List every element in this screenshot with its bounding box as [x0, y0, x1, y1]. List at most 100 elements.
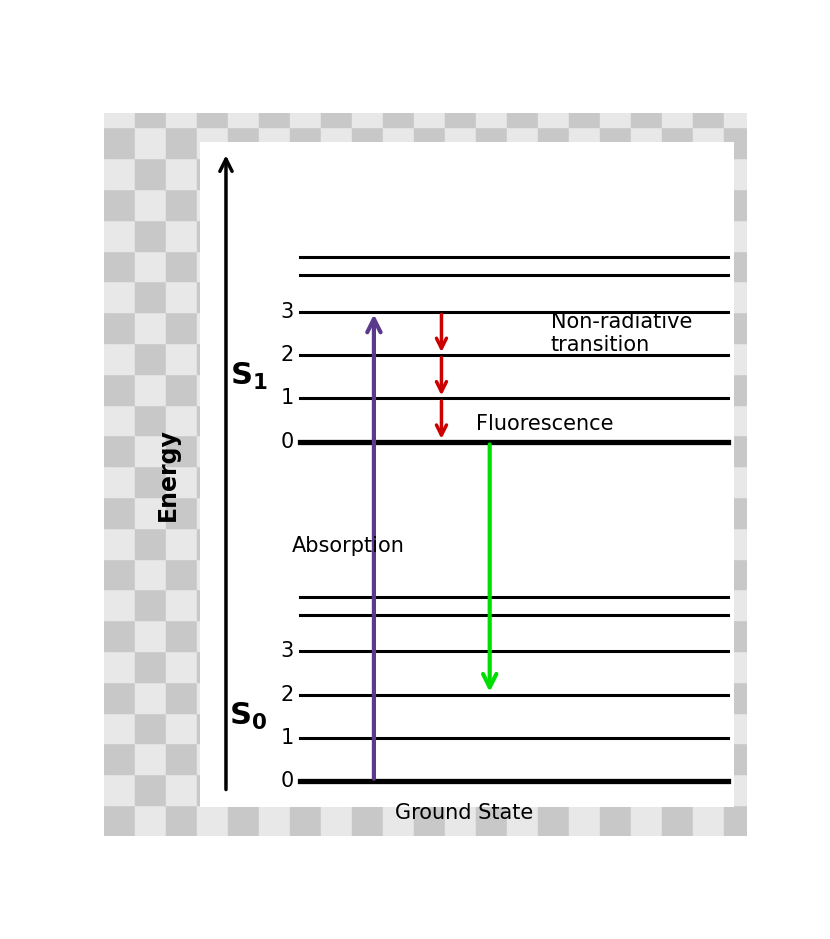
Bar: [662, 374, 693, 405]
Bar: [445, 497, 476, 528]
Bar: [197, 805, 227, 836]
Bar: [197, 405, 227, 436]
Bar: [383, 220, 413, 251]
Bar: [631, 682, 662, 713]
Bar: [227, 220, 259, 251]
Bar: [134, 651, 166, 682]
Bar: [104, 189, 134, 220]
Bar: [538, 466, 569, 497]
Bar: [352, 220, 383, 251]
Bar: [662, 405, 693, 436]
Bar: [600, 220, 631, 251]
Bar: [259, 282, 290, 312]
Bar: [569, 220, 600, 251]
Bar: [383, 466, 413, 497]
Bar: [445, 312, 476, 343]
Bar: [227, 405, 259, 436]
Bar: [197, 528, 227, 559]
Bar: [197, 343, 227, 374]
Bar: [227, 312, 259, 343]
Bar: [166, 713, 197, 744]
Bar: [507, 713, 538, 744]
Bar: [259, 436, 290, 466]
Bar: [290, 220, 320, 251]
Bar: [631, 158, 662, 189]
Bar: [538, 620, 569, 651]
Bar: [631, 312, 662, 343]
Bar: [507, 744, 538, 774]
Bar: [290, 128, 320, 158]
Bar: [693, 744, 724, 774]
Bar: [104, 497, 134, 528]
Bar: [166, 528, 197, 559]
Bar: [693, 805, 724, 836]
Bar: [569, 466, 600, 497]
Bar: [445, 713, 476, 744]
Bar: [290, 774, 320, 805]
Bar: [197, 97, 227, 128]
Bar: [352, 158, 383, 189]
Bar: [724, 220, 754, 251]
Bar: [290, 590, 320, 620]
Bar: [724, 128, 754, 158]
Bar: [166, 189, 197, 220]
Bar: [507, 312, 538, 343]
Bar: [693, 312, 724, 343]
Bar: [445, 251, 476, 282]
Bar: [197, 497, 227, 528]
Bar: [259, 651, 290, 682]
Bar: [290, 620, 320, 651]
Bar: [383, 405, 413, 436]
Bar: [197, 620, 227, 651]
Bar: [693, 343, 724, 374]
Bar: [166, 251, 197, 282]
Bar: [383, 651, 413, 682]
Bar: [166, 97, 197, 128]
Bar: [476, 590, 507, 620]
Bar: [352, 713, 383, 744]
Bar: [227, 343, 259, 374]
Bar: [104, 374, 134, 405]
Bar: [352, 774, 383, 805]
Bar: [507, 559, 538, 590]
Bar: [259, 251, 290, 282]
Bar: [569, 97, 600, 128]
Bar: [383, 713, 413, 744]
Bar: [600, 405, 631, 436]
Text: 1: 1: [281, 389, 294, 408]
Bar: [476, 682, 507, 713]
Bar: [227, 282, 259, 312]
Bar: [352, 466, 383, 497]
Bar: [134, 590, 166, 620]
Bar: [538, 128, 569, 158]
Bar: [290, 374, 320, 405]
Bar: [538, 590, 569, 620]
Bar: [569, 436, 600, 466]
Bar: [569, 744, 600, 774]
Bar: [227, 436, 259, 466]
Bar: [352, 651, 383, 682]
Bar: [693, 651, 724, 682]
Bar: [693, 189, 724, 220]
Bar: [227, 805, 259, 836]
Bar: [600, 651, 631, 682]
Bar: [259, 97, 290, 128]
Bar: [166, 312, 197, 343]
Bar: [631, 651, 662, 682]
Bar: [662, 774, 693, 805]
Bar: [507, 405, 538, 436]
Bar: [413, 559, 445, 590]
Bar: [569, 189, 600, 220]
Bar: [693, 466, 724, 497]
Bar: [134, 466, 166, 497]
Bar: [724, 189, 754, 220]
Bar: [134, 497, 166, 528]
Bar: [352, 682, 383, 713]
Bar: [320, 774, 352, 805]
Bar: [600, 189, 631, 220]
Bar: [600, 774, 631, 805]
Bar: [600, 97, 631, 128]
Bar: [383, 251, 413, 282]
Bar: [693, 220, 724, 251]
Bar: [352, 805, 383, 836]
